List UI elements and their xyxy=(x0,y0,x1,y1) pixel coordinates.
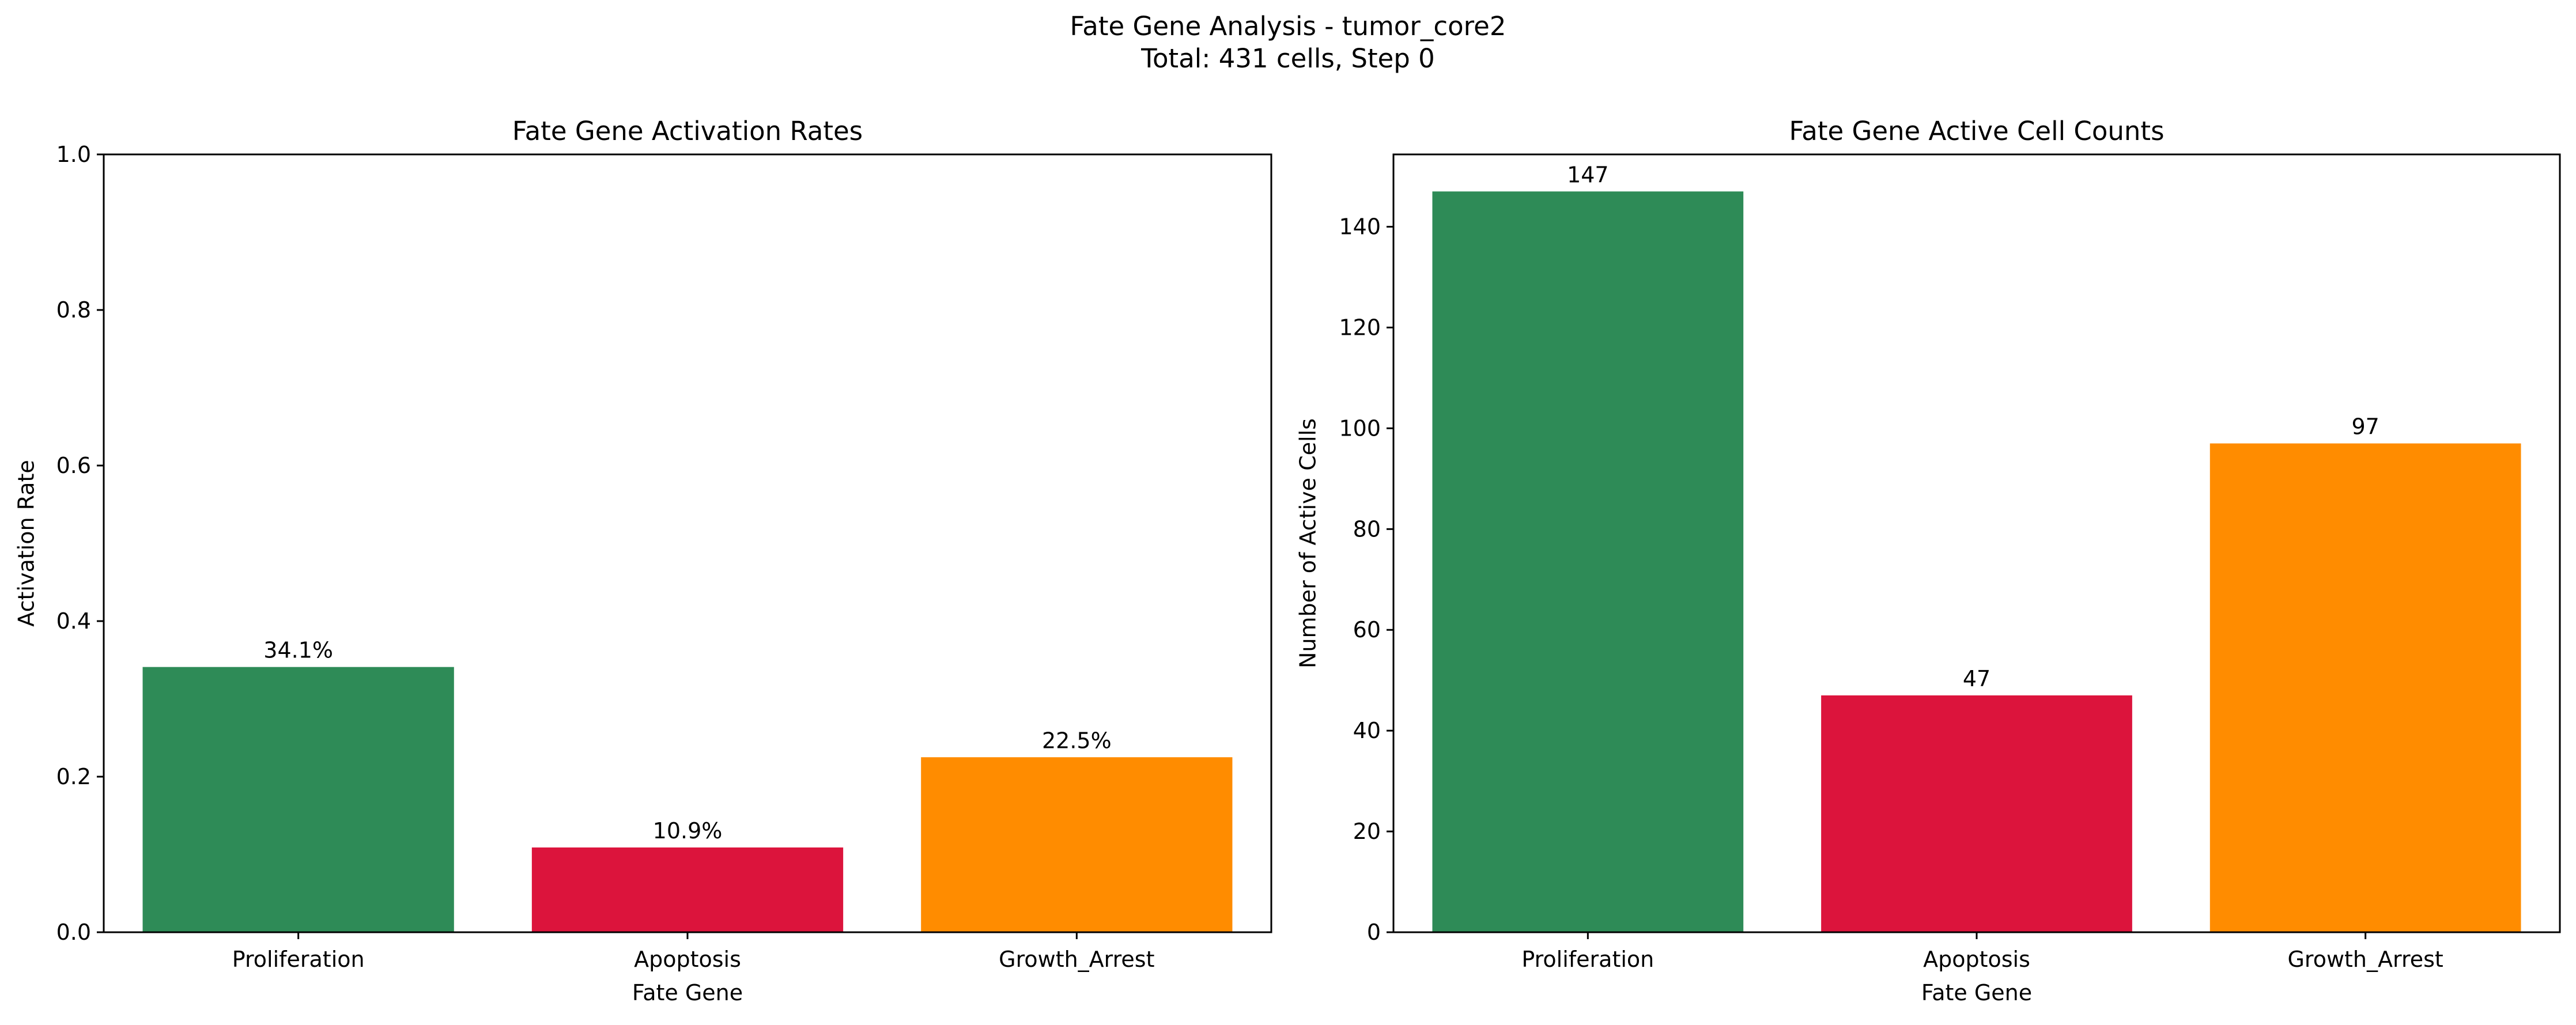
y-tick-label: 0.6 xyxy=(56,453,91,478)
y-tick-label: 100 xyxy=(1339,415,1381,441)
x-axis-label: Fate Gene xyxy=(1921,980,2032,1005)
data-label: 22.5% xyxy=(1042,728,1112,753)
x-tick-label: Apoptosis xyxy=(1923,947,2030,972)
bar-apoptosis xyxy=(1821,695,2132,932)
bar-proliferation xyxy=(142,667,454,932)
y-tick-label: 40 xyxy=(1353,718,1381,743)
y-axis-label: Activation Rate xyxy=(14,460,39,626)
x-axis: Proliferation Apoptosis Growth_Arrest xyxy=(1521,932,2443,972)
chart-title: Fate Gene Active Cell Counts xyxy=(1789,116,2164,146)
y-tick-label: 60 xyxy=(1353,617,1381,642)
y-axis-label: Number of Active Cells xyxy=(1295,418,1321,668)
x-tick-label: Proliferation xyxy=(1521,947,1654,972)
y-tick-label: 80 xyxy=(1353,516,1381,542)
figure-suptitle: Fate Gene Analysis - tumor_core2 xyxy=(1070,11,1506,41)
data-label: 147 xyxy=(1567,162,1609,187)
x-axis-label: Fate Gene xyxy=(632,980,743,1005)
data-label: 47 xyxy=(1963,666,1990,691)
y-tick-label: 20 xyxy=(1353,819,1381,844)
data-label: 34.1% xyxy=(263,638,333,663)
x-tick-label: Growth_Arrest xyxy=(999,947,1154,972)
y-tick-label: 0.8 xyxy=(56,297,91,323)
bar-growth_arrest xyxy=(2209,443,2521,932)
bar-labels-group: 34.1% 10.9% 22.5% xyxy=(263,638,1111,844)
chart-active-cell-counts: 147 47 97 0 20 40 60 80 100 120 140 Proliferation… xyxy=(1295,116,2561,1005)
y-tick-label: 1.0 xyxy=(56,142,91,167)
plot-frame xyxy=(1392,153,2561,933)
y-tick-label: 140 xyxy=(1339,214,1381,240)
bar-labels-group: 147 47 97 xyxy=(1567,162,2379,691)
bars-group xyxy=(142,667,1233,932)
figure-subtitle: Total: 431 cells, Step 0 xyxy=(1141,43,1435,74)
bars-group xyxy=(1432,191,2521,933)
data-label: 97 xyxy=(2351,414,2379,440)
x-tick-label: Proliferation xyxy=(232,947,365,972)
bar-apoptosis xyxy=(531,847,844,932)
bar-growth_arrest xyxy=(921,757,1233,932)
data-label: 10.9% xyxy=(653,818,723,844)
chart-activation-rates: 34.1% 10.9% 22.5% 0.0 0.2 0.4 0.6 0.8 1.0 Proli… xyxy=(14,116,1272,1005)
y-tick-label: 0 xyxy=(1367,920,1381,945)
x-tick-label: Growth_Arrest xyxy=(2287,947,2443,972)
y-axis: 0.0 0.2 0.4 0.6 0.8 1.0 xyxy=(56,142,104,945)
chart-title: Fate Gene Activation Rates xyxy=(512,116,863,146)
x-tick-label: Apoptosis xyxy=(634,947,741,972)
y-tick-label: 0.0 xyxy=(56,920,91,945)
y-tick-label: 0.2 xyxy=(56,764,91,789)
y-axis: 0 20 40 60 80 100 120 140 xyxy=(1339,214,1393,945)
y-tick-label: 120 xyxy=(1339,315,1381,340)
y-tick-label: 0.4 xyxy=(56,608,91,634)
x-axis: Proliferation Apoptosis Growth_Arrest xyxy=(232,932,1155,972)
plot-frame xyxy=(103,153,1272,933)
bar-proliferation xyxy=(1432,191,1744,933)
